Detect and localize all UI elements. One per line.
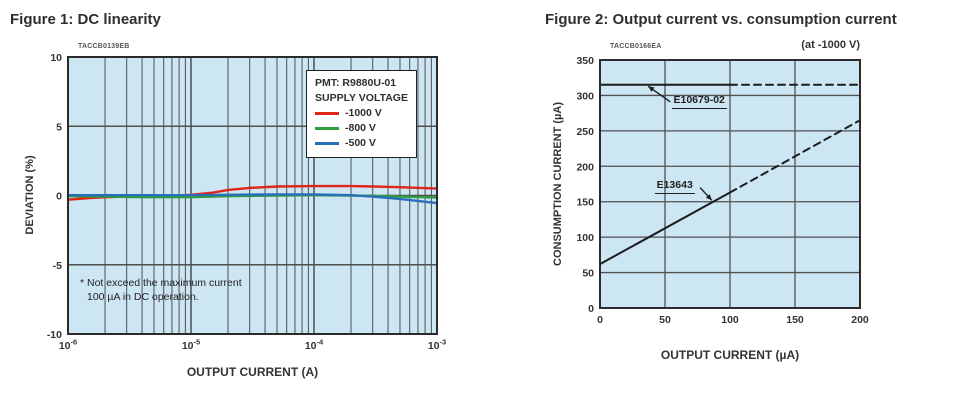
svg-text:0: 0 (56, 191, 62, 203)
svg-text:10-5: 10-5 (182, 338, 200, 353)
figure2-plot: 0 50 100 150 200 250 300 350 0 50 100 150 200 (576, 55, 869, 326)
note-line-2: 100 µA in DC operation. (87, 291, 199, 303)
svg-text:5: 5 (56, 121, 62, 133)
figure1-code: TACCB0139EB (78, 43, 130, 50)
figure2-x-axis-label: OUTPUT CURRENT (µA) (660, 348, 800, 362)
series-line--500v (66, 193, 439, 205)
fig2-annotation-0: E10679-02 (671, 95, 727, 109)
svg-text:0: 0 (588, 303, 594, 315)
legend-pmt-model: PMT: R9880U-01 (315, 77, 397, 89)
figure1-note: * Not exceed the maximum current 100 µA … (80, 276, 242, 304)
svg-text:10-4: 10-4 (305, 338, 324, 353)
svg-text:10-6: 10-6 (59, 338, 77, 353)
legend-swatch-red-line (315, 112, 339, 115)
legend-swatch-green-line (315, 127, 339, 130)
svg-text:50: 50 (659, 314, 671, 326)
figure1-legend: PMT: R9880U-01 SUPPLY VOLTAGE -1000 V -8… (306, 70, 417, 158)
series-line-e13643-solid (599, 191, 731, 266)
fig2-annotation-1: E13643 (654, 180, 695, 194)
legend-supply-voltage-header: SUPPLY VOLTAGE (315, 92, 408, 104)
svg-text:200: 200 (851, 314, 869, 326)
svg-text:250: 250 (576, 126, 594, 138)
legend-entry-1000v: -1000 V (315, 106, 408, 121)
series-line-e13643-dashed (729, 119, 861, 194)
svg-text:-5: -5 (53, 260, 62, 272)
legend-swatch-blue-line (315, 142, 339, 145)
svg-text:100: 100 (576, 232, 594, 244)
svg-text:200: 200 (576, 161, 594, 173)
svg-text:50: 50 (582, 268, 594, 280)
legend-entry-500v: -500 V (315, 136, 408, 151)
svg-text:350: 350 (576, 55, 594, 67)
svg-text:10: 10 (50, 52, 62, 64)
legend-label-800v: -800 V (345, 122, 376, 134)
figure2-condition: (at -1000 V) (801, 39, 860, 51)
svg-text:0: 0 (597, 314, 603, 326)
figure1-title: Figure 1: DC linearity (10, 11, 161, 28)
legend-entry-800v: -800 V (315, 121, 408, 136)
figure2-code: TACCB0166EA (610, 43, 662, 50)
figure2-title: Figure 2: Output current vs. consumption… (545, 11, 897, 28)
svg-text:150: 150 (576, 197, 594, 209)
svg-text:300: 300 (576, 90, 594, 102)
legend-label-500v: -500 V (345, 137, 376, 149)
note-line-1: * Not exceed the maximum current (80, 277, 242, 289)
figure1-x-axis-label: OUTPUT CURRENT (A) (186, 365, 319, 379)
legend-label-1000v: -1000 V (345, 107, 382, 119)
svg-text:100: 100 (721, 314, 739, 326)
svg-text:150: 150 (786, 314, 804, 326)
svg-text:10-3: 10-3 (428, 338, 446, 353)
svg-text:-10: -10 (47, 329, 62, 341)
